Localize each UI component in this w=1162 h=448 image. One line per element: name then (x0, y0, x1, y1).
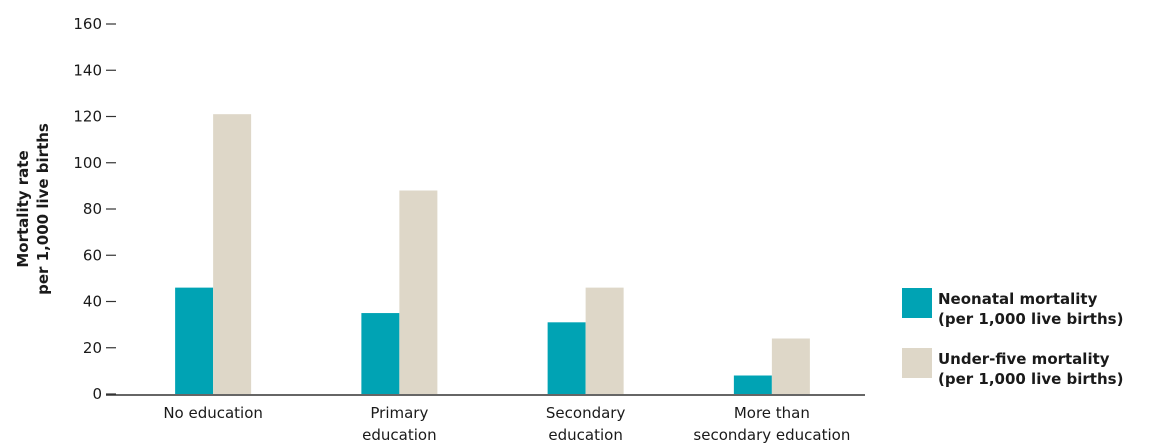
x-category-label: More than (734, 404, 810, 422)
bar-neonatal-1 (361, 313, 400, 394)
bars (175, 114, 810, 394)
y-tick-label: 140 (73, 61, 102, 79)
y-axis-label-line: per 1,000 live births (34, 123, 52, 295)
y-axis-label: Mortality rate per 1,000 live births (14, 123, 52, 295)
bar-neonatal-0 (175, 287, 214, 394)
bar-under-five-2 (585, 287, 624, 394)
bar-under-five-0 (213, 114, 252, 394)
x-category-label: secondary education (693, 426, 850, 444)
y-tick-label: 40 (83, 293, 102, 311)
legend: Neonatal mortality (per 1,000 live births… (902, 288, 1123, 388)
x-category-label: No education (163, 404, 263, 422)
x-category-label: Secondary (546, 404, 626, 422)
y-tick-label: 60 (83, 246, 102, 264)
x-category-label: Primary (370, 404, 428, 422)
bar-neonatal-2 (547, 322, 586, 394)
y-tick-label: 160 (73, 15, 102, 33)
legend-swatch-under-five (902, 348, 932, 378)
bar-under-five-1 (399, 190, 438, 394)
bar-under-five-3 (771, 338, 810, 394)
y-axis: 0 20 40 60 80 100 120 140 160 (73, 15, 116, 403)
x-axis: No education Primary education Secondary edu… (106, 394, 865, 444)
y-tick-label: 100 (73, 154, 102, 172)
y-tick-label: 120 (73, 108, 102, 126)
y-tick-label: 20 (83, 339, 102, 357)
legend-label: (per 1,000 live births) (938, 310, 1123, 328)
y-axis-label-line: Mortality rate (14, 150, 32, 267)
legend-label: Under-five mortality (938, 350, 1110, 368)
legend-label: Neonatal mortality (938, 290, 1098, 308)
x-category-label: education (548, 426, 622, 444)
legend-swatch-neonatal (902, 288, 932, 318)
legend-label: (per 1,000 live births) (938, 370, 1123, 388)
bar-neonatal-3 (733, 375, 772, 394)
y-tick-label: 0 (92, 385, 102, 403)
y-tick-label: 80 (83, 200, 102, 218)
x-category-label: education (362, 426, 436, 444)
